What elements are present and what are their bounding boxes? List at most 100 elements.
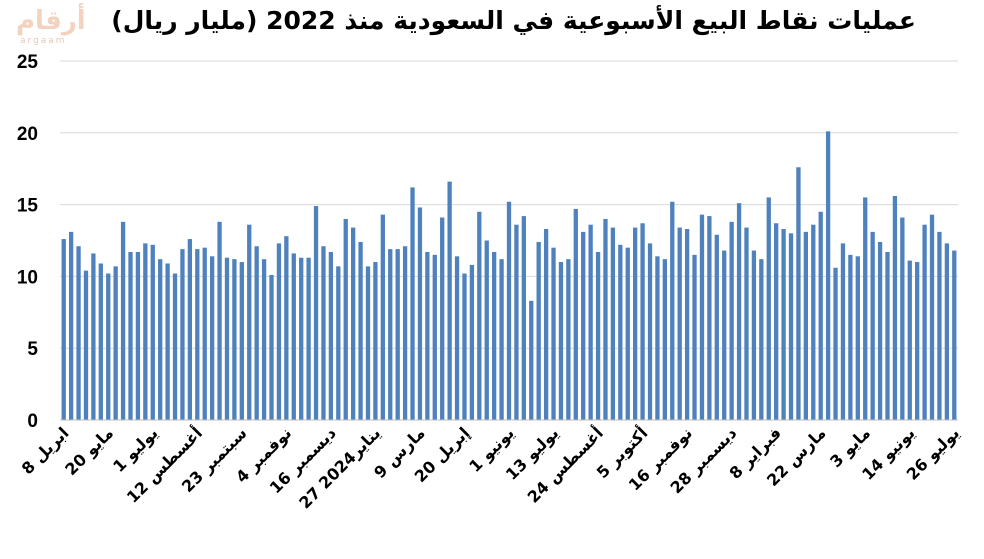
- bar: [232, 259, 237, 420]
- bar: [417, 207, 423, 420]
- bar: [106, 273, 111, 420]
- bar: [239, 262, 244, 420]
- bar: [454, 256, 460, 420]
- bar: [610, 227, 616, 420]
- bar: [506, 201, 512, 420]
- bar: [395, 249, 400, 420]
- bar: [944, 243, 950, 420]
- bar: [402, 246, 408, 420]
- y-tick-label: 5: [27, 339, 38, 360]
- bar: [284, 236, 289, 420]
- bar: [202, 247, 207, 420]
- y-tick-label: 15: [17, 196, 39, 217]
- bar: [625, 247, 630, 420]
- bar: [900, 217, 905, 420]
- bar: [447, 181, 452, 420]
- bar: [595, 251, 601, 420]
- y-tick-label: 20: [17, 124, 38, 145]
- bar: [677, 227, 682, 420]
- bar: [462, 273, 467, 420]
- bar: [736, 203, 742, 420]
- x-tick-label: 20 مايو: [61, 423, 117, 479]
- bar: [91, 253, 96, 420]
- bar: [380, 214, 385, 420]
- argaam-logo: أرقام argaam: [14, 6, 85, 50]
- bar: [633, 227, 638, 420]
- bar: [655, 256, 660, 420]
- bar: [915, 262, 920, 420]
- bar: [840, 243, 846, 420]
- bar: [766, 197, 771, 420]
- bar: [744, 227, 749, 420]
- bar: [536, 241, 541, 420]
- bar: [180, 249, 185, 420]
- bar: [499, 259, 504, 420]
- bar: [870, 231, 875, 420]
- bar: [729, 221, 734, 420]
- bar: [477, 211, 482, 420]
- bar: [143, 243, 148, 420]
- bar: [922, 224, 927, 420]
- bar: [440, 217, 445, 420]
- bar: [781, 229, 786, 420]
- bar: [358, 241, 363, 420]
- bar: [751, 250, 757, 420]
- logo-text: أرقام: [16, 6, 86, 36]
- bar: [128, 251, 133, 420]
- bar: [647, 243, 653, 420]
- bar: [313, 206, 319, 420]
- bar: [306, 257, 311, 420]
- bar: [684, 229, 690, 420]
- bar: [321, 246, 326, 420]
- bar: [670, 201, 675, 420]
- bar: [603, 218, 608, 420]
- bar: [774, 223, 779, 420]
- bar: [388, 249, 393, 420]
- bar: [484, 240, 489, 420]
- bar: [373, 262, 378, 420]
- bar: [855, 256, 860, 420]
- bar: [529, 300, 534, 420]
- bar: [68, 231, 74, 420]
- bar: [818, 211, 823, 420]
- bar: [937, 231, 942, 420]
- y-tick-label: 10: [17, 267, 38, 288]
- bar: [892, 195, 898, 420]
- bar: [521, 216, 526, 420]
- bar: [254, 246, 259, 420]
- bar: [83, 270, 89, 420]
- y-tick-label: 25: [17, 52, 39, 73]
- bar: [618, 244, 623, 420]
- bar: [588, 224, 593, 420]
- y-tick-label: 0: [27, 411, 38, 432]
- chart-title: عمليات نقاط البيع الأسبوعية في السعودية …: [111, 6, 916, 35]
- bar: [692, 254, 697, 420]
- bar: [877, 241, 883, 420]
- bar: [952, 250, 957, 420]
- bar: [573, 208, 578, 420]
- bar: [343, 218, 348, 420]
- bar: [336, 266, 341, 420]
- bar: [929, 214, 935, 420]
- bar: [432, 254, 437, 420]
- bar: [566, 259, 571, 420]
- bar: [276, 243, 282, 420]
- bar: [707, 216, 712, 420]
- bar: [247, 224, 252, 420]
- bar: [224, 257, 230, 420]
- bar: [365, 266, 371, 420]
- bar: [113, 266, 118, 420]
- bar: [187, 239, 193, 420]
- bar: [811, 224, 816, 420]
- bar: [759, 259, 764, 420]
- bar: [61, 239, 66, 420]
- bar: [863, 197, 868, 420]
- bar: [662, 259, 667, 420]
- bar: [328, 251, 334, 420]
- bar: [469, 264, 475, 420]
- bar: [833, 267, 838, 420]
- bar: [261, 259, 267, 420]
- bar: [722, 250, 727, 420]
- bar: [165, 263, 170, 420]
